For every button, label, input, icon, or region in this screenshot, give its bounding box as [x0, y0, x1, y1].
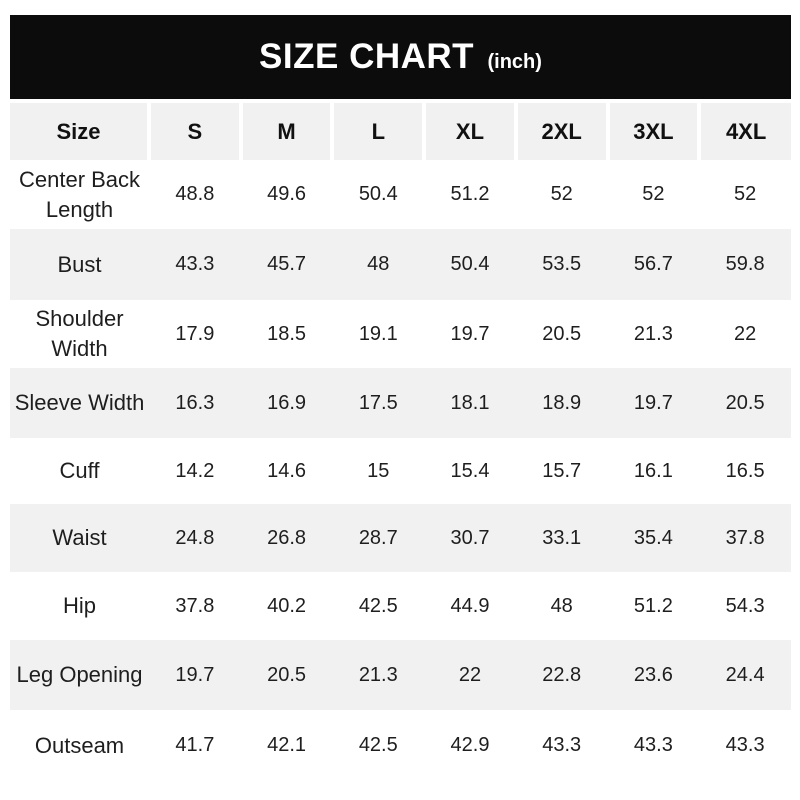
table-cell: 20.5 [542, 322, 582, 345]
table-cell: 53.5 [542, 253, 582, 275]
column-header-2xl: 2XL [513, 103, 608, 160]
column-header-s: S [147, 103, 241, 160]
table-row-leg-opening: Leg Opening 19.7 20.5 21.3 22 22.8 23.6 … [10, 640, 791, 710]
table-row-waist: Waist 24.8 26.8 28.7 30.7 33.1 35.4 37.8 [10, 504, 791, 572]
row-label: Outseam [34, 732, 125, 758]
table-cell: 42.1 [267, 734, 307, 756]
title-bar: SIZE CHART (inch) [10, 15, 791, 99]
table-cell: 43.3 [175, 253, 215, 275]
table-cell: 22.8 [542, 663, 582, 686]
table-cell: 14.2 [175, 459, 215, 482]
table-cell: 42.5 [358, 734, 398, 756]
table-cell: 42.5 [358, 594, 398, 617]
table-header-row: Size S M L XL 2XL 3XL 4XL [10, 103, 791, 160]
table-cell: 50.4 [358, 183, 398, 205]
table-cell: 19.7 [175, 663, 215, 686]
table-cell: 43.3 [633, 734, 673, 756]
table-cell: 22 [458, 663, 482, 686]
column-header-size: Size [10, 103, 150, 160]
table-cell: 18.5 [267, 322, 307, 345]
row-label: Cuff [59, 458, 100, 484]
table-cell: 56.7 [633, 253, 673, 275]
table-row-hip: Hip 37.8 40.2 42.5 44.9 48 51.2 54.3 [10, 572, 791, 640]
table-row-cuff: Cuff 14.2 14.6 15 15.4 15.7 16.1 16.5 [10, 438, 791, 504]
table-cell: 21.3 [633, 322, 673, 345]
table-cell: 15 [367, 459, 390, 482]
table-cell: 20.5 [725, 391, 765, 414]
table-cell: 16.5 [725, 459, 765, 482]
table-cell: 42.9 [450, 734, 490, 756]
table-cell: 18.9 [542, 391, 582, 414]
table-cell: 21.3 [358, 663, 398, 686]
row-label: Shoulder Width [35, 306, 124, 361]
row-label: Leg Opening [16, 662, 143, 688]
table-cell: 24.8 [175, 526, 215, 549]
table-cell: 52 [734, 183, 757, 205]
table-cell: 43.3 [542, 734, 582, 756]
table-cell: 16.9 [267, 391, 307, 414]
table-row-bust: Bust 43.3 45.7 48 50.4 53.5 56.7 59.8 [10, 229, 791, 300]
table-cell: 14.6 [267, 459, 307, 482]
table-cell: 35.4 [633, 526, 673, 549]
table-cell: 33.1 [542, 526, 582, 549]
table-cell: 41.7 [175, 734, 215, 756]
table-cell: 54.3 [725, 594, 765, 617]
column-header-4xl: 4XL [697, 103, 791, 160]
table-cell: 17.5 [358, 391, 398, 414]
row-label: Hip [63, 593, 97, 619]
table-row-outseam: Outseam 41.7 42.1 42.5 42.9 43.3 43.3 43… [10, 710, 791, 781]
row-label: Waist [52, 525, 107, 551]
table-cell: 24.4 [725, 663, 765, 686]
table-cell: 18.1 [450, 391, 490, 414]
column-header-3xl: 3XL [605, 103, 700, 160]
table-cell: 37.8 [725, 526, 765, 549]
table-cell: 52 [550, 183, 573, 205]
title-unit-label: (inch) [487, 51, 542, 73]
table-cell: 40.2 [267, 594, 307, 617]
table-cell: 48 [367, 253, 390, 275]
table-cell: 44.9 [450, 594, 490, 617]
table-cell: 16.3 [175, 391, 215, 414]
row-label: Bust [57, 251, 102, 277]
table-cell: 51.2 [450, 183, 490, 205]
table-row-sleeve-width: Sleeve Width 16.3 16.9 17.5 18.1 18.9 19… [10, 368, 791, 438]
column-header-m: M [238, 103, 333, 160]
table-cell: 19.1 [358, 322, 398, 345]
table-cell: 15.7 [542, 459, 582, 482]
column-header-l: L [330, 103, 425, 160]
table-cell: 52 [642, 183, 665, 205]
table-cell: 22 [734, 322, 757, 345]
table-cell: 26.8 [267, 526, 307, 549]
table-cell: 45.7 [267, 253, 307, 275]
table-cell: 17.9 [175, 322, 215, 345]
table-cell: 43.3 [725, 734, 765, 756]
size-chart-table: Size S M L XL 2XL 3XL 4XL Center Back Le… [10, 103, 791, 781]
table-row-center-back-length: Center Back Length 48.8 49.6 50.4 51.2 5… [10, 160, 791, 229]
row-label: Sleeve Width [14, 390, 145, 416]
title-line: SIZE CHART (inch) [259, 37, 542, 77]
table-cell: 19.7 [450, 322, 490, 345]
table-cell: 51.2 [633, 594, 673, 617]
table-cell: 48 [550, 594, 573, 617]
table-cell: 19.7 [633, 391, 673, 414]
table-cell: 48.8 [175, 183, 215, 205]
table-cell: 37.8 [175, 594, 215, 617]
page-title: SIZE CHART [259, 37, 475, 76]
table-cell: 28.7 [358, 526, 398, 549]
column-header-xl: XL [422, 103, 516, 160]
table-cell: 20.5 [267, 663, 307, 686]
table-row-shoulder-width: Shoulder Width 17.9 18.5 19.1 19.7 20.5 … [10, 300, 791, 368]
table-cell: 50.4 [450, 253, 490, 275]
table-cell: 49.6 [267, 183, 307, 205]
row-label: Center Back Length [18, 166, 141, 222]
table-cell: 59.8 [725, 253, 765, 275]
table-cell: 30.7 [450, 526, 490, 549]
table-cell: 23.6 [633, 663, 673, 686]
table-cell: 16.1 [633, 459, 673, 482]
table-cell: 15.4 [450, 459, 490, 482]
